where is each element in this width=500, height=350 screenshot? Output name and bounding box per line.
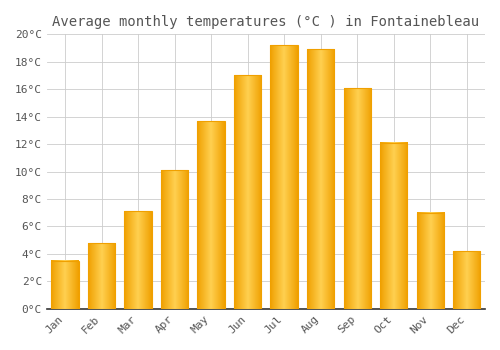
Bar	[52, 261, 79, 309]
Bar	[453, 251, 480, 309]
Bar	[380, 143, 407, 309]
Bar	[344, 88, 371, 309]
Bar	[124, 211, 152, 309]
Bar	[416, 213, 444, 309]
Bar	[198, 121, 225, 309]
Bar	[234, 76, 262, 309]
Bar	[270, 45, 298, 309]
Bar	[161, 170, 188, 309]
Bar	[307, 49, 334, 309]
Bar	[88, 243, 116, 309]
Title: Average monthly temperatures (°C ) in Fontainebleau: Average monthly temperatures (°C ) in Fo…	[52, 15, 480, 29]
